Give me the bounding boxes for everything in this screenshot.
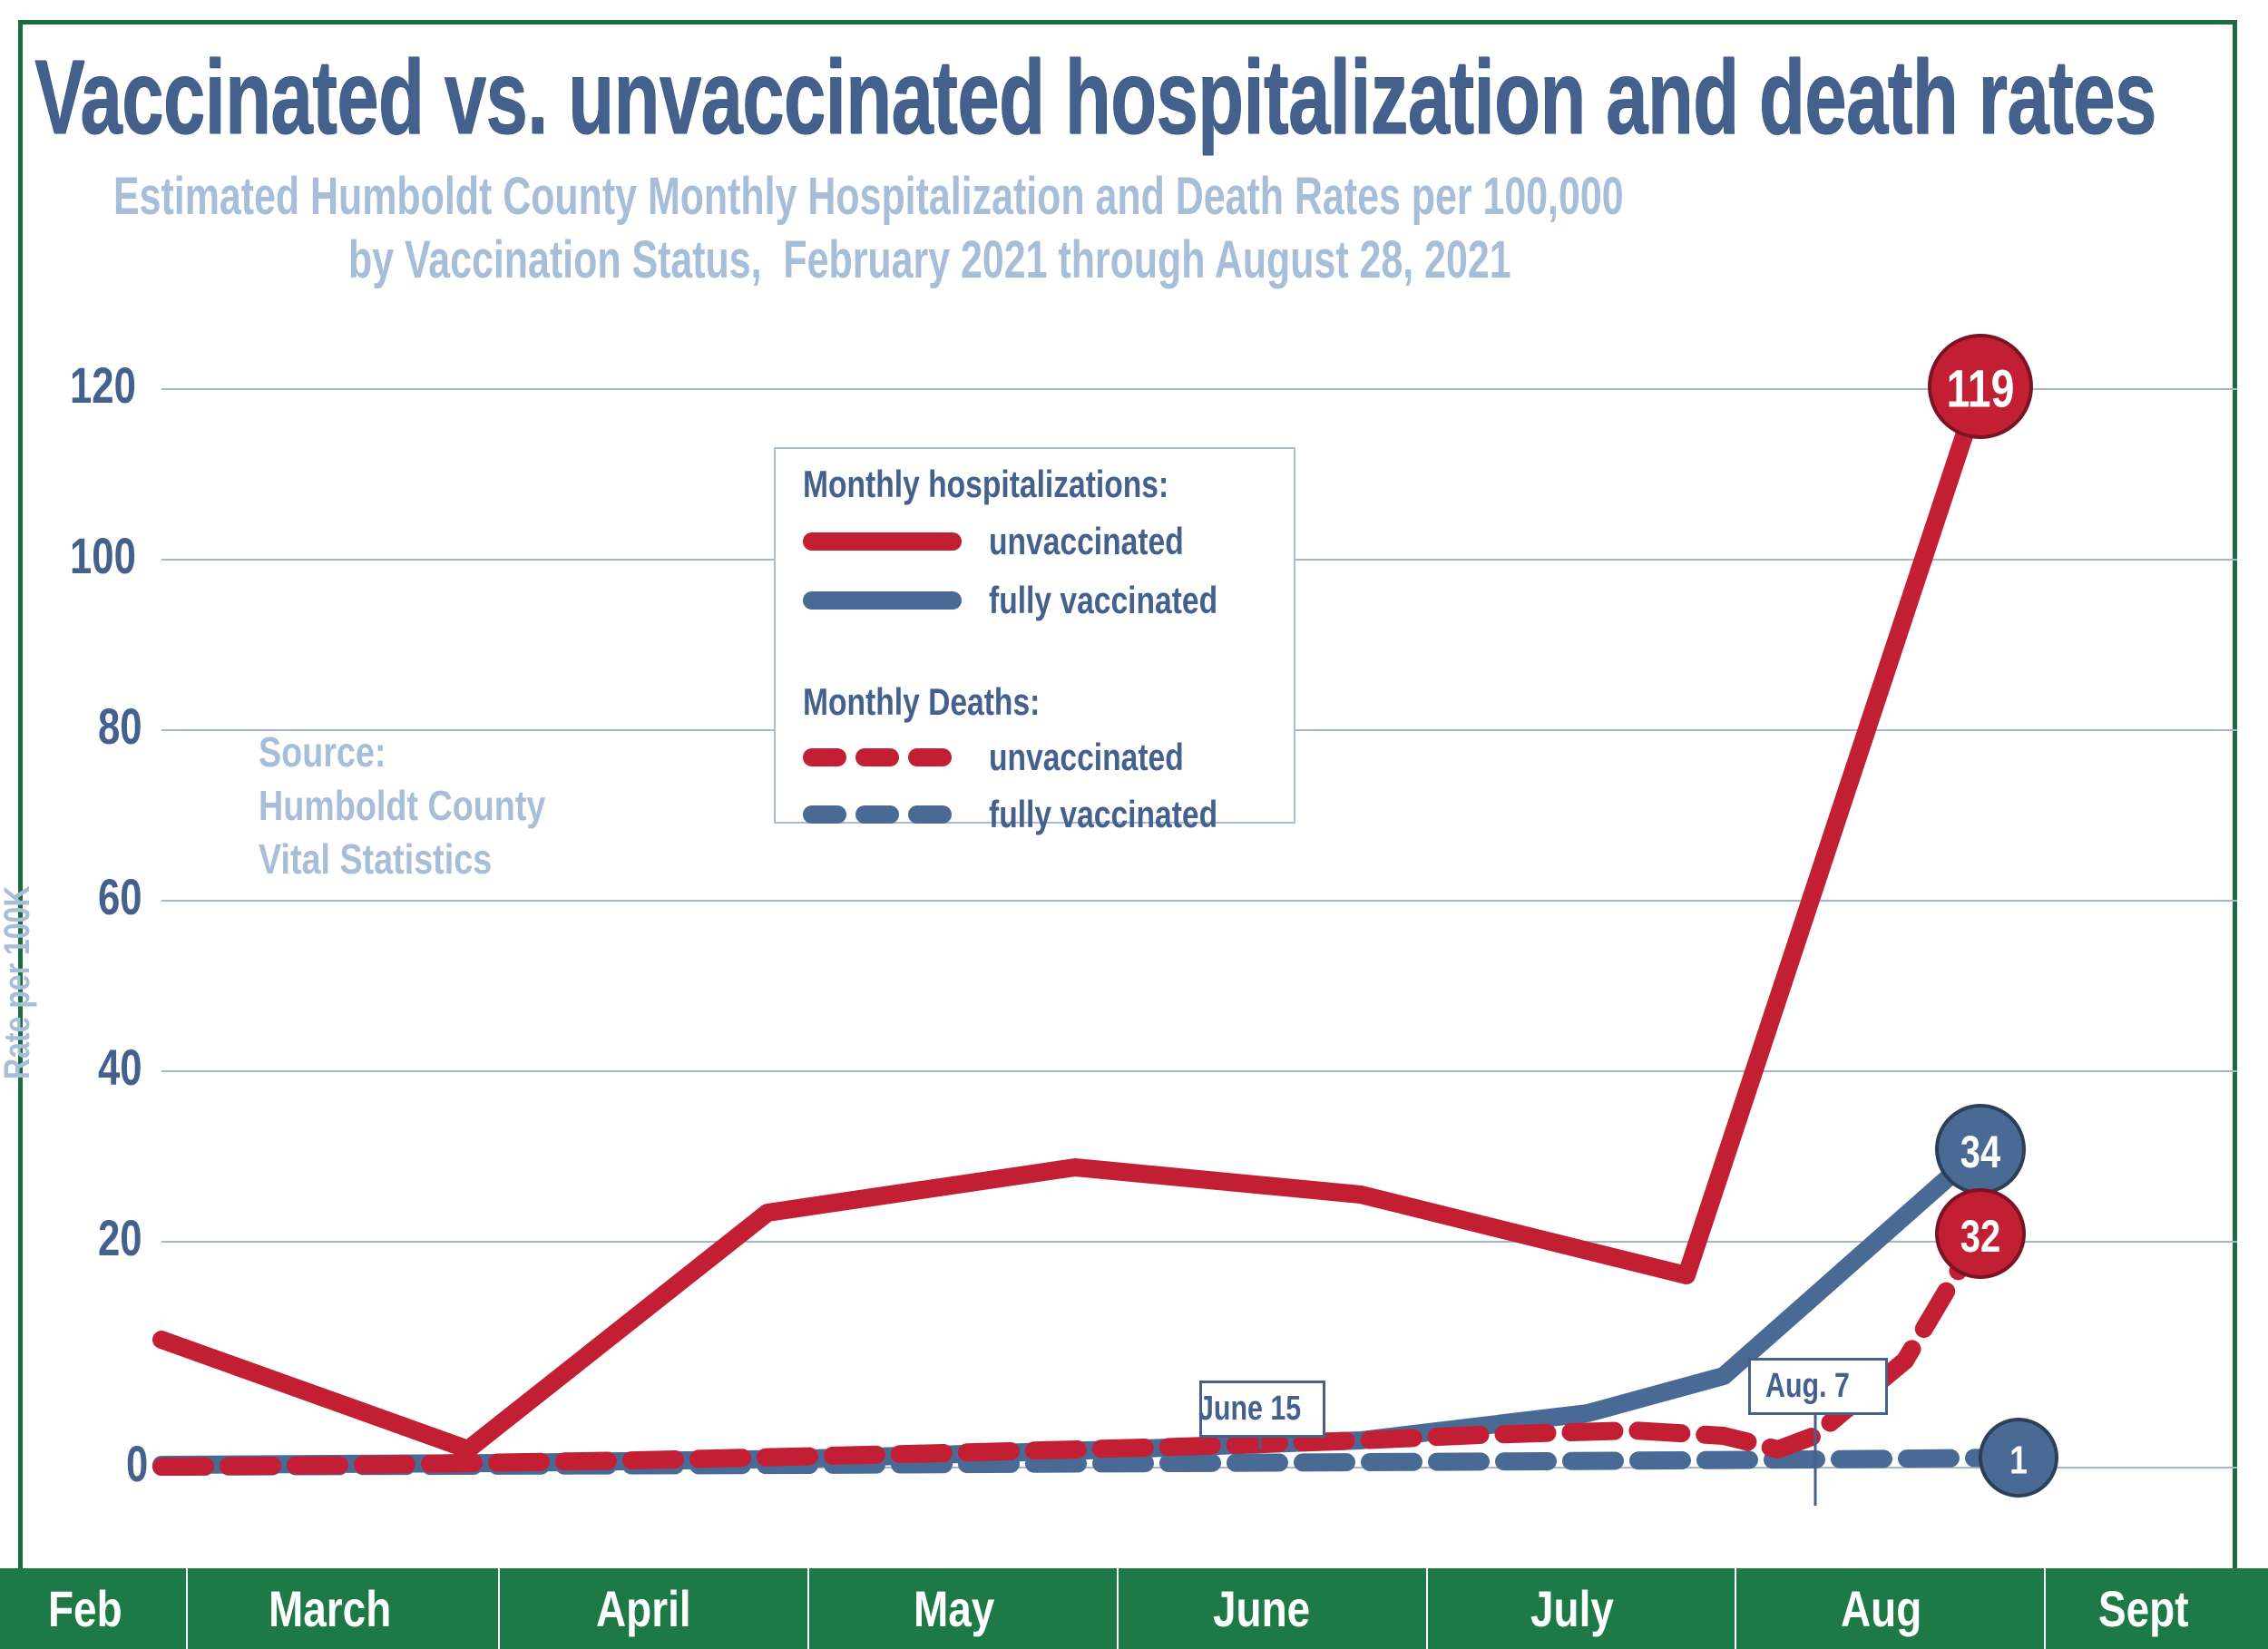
svg-text:1: 1 [2009,1439,2028,1483]
svg-text:34: 34 [1960,1127,2000,1177]
svg-text:119: 119 [1947,359,2015,418]
svg-text:32: 32 [1960,1211,2000,1262]
